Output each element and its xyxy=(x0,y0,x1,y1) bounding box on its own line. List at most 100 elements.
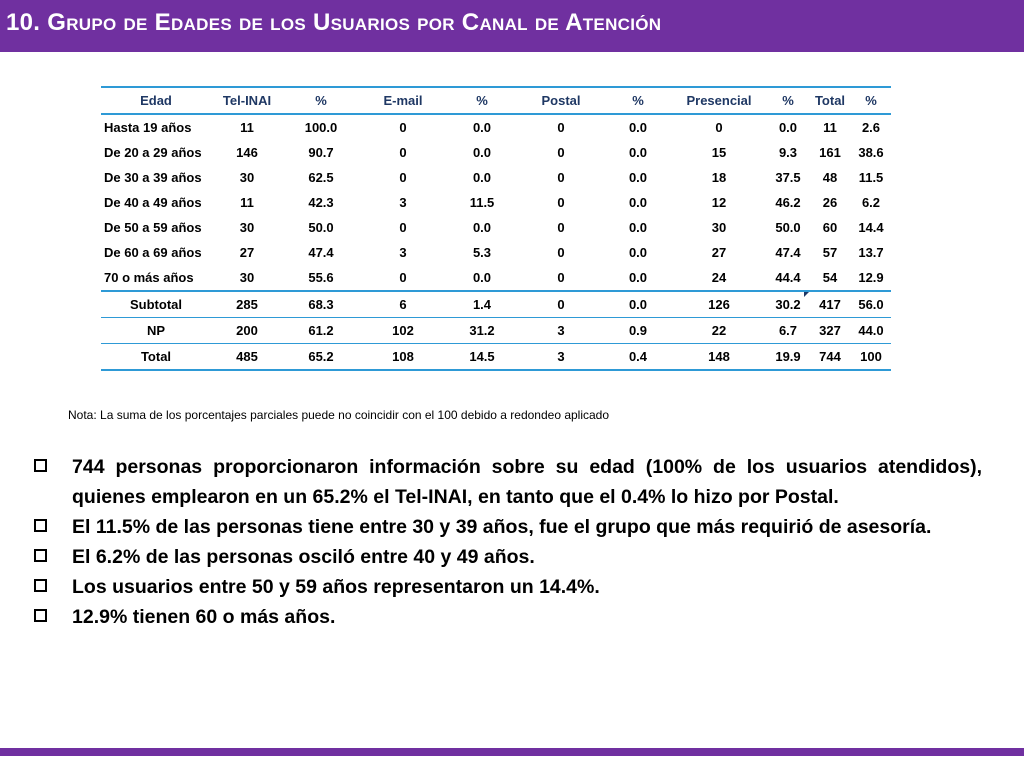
table-cell: 68.3 xyxy=(283,290,359,318)
table-cell: 0.0 xyxy=(472,220,492,235)
table-cell: 13.7 xyxy=(858,245,884,260)
table-cell: 50.0 xyxy=(775,220,801,235)
table-cell: 0.0 xyxy=(628,170,648,185)
table-cell: 6.7 xyxy=(767,317,809,344)
table-cell: 744 xyxy=(809,343,851,371)
table-cell: 0.0 xyxy=(628,270,648,285)
table-cell: 0.0 xyxy=(628,195,648,210)
table-cell: 0 xyxy=(399,170,407,185)
checkbox-bullet-icon xyxy=(34,609,47,622)
table-cell: 148 xyxy=(671,343,767,371)
table-cell: 27 xyxy=(711,245,727,260)
table-cell: 0 xyxy=(557,170,565,185)
title-bar: 10. Grupo de Edades de los Usuarios por … xyxy=(0,0,1024,52)
bottom-bar xyxy=(0,748,1024,756)
row-label-cell: Subtotal xyxy=(101,290,211,318)
table-cell: 50.0 xyxy=(308,220,334,235)
table-cell: 90.7 xyxy=(308,145,334,160)
table-cell: 0.0 xyxy=(628,120,648,135)
checkbox-bullet-icon xyxy=(34,549,47,562)
table-cell: 1.4 xyxy=(447,290,517,318)
table-cell: 60 xyxy=(822,220,838,235)
table-cell: 56.0 xyxy=(851,290,891,318)
table-cell: 0.0 xyxy=(628,145,648,160)
bullet-text: Los usuarios entre 50 y 59 años represen… xyxy=(72,576,600,598)
column-header: Postal xyxy=(517,87,605,115)
table-cell: 30 xyxy=(239,170,255,185)
table-cell: 100 xyxy=(851,343,891,371)
table-cell: 0 xyxy=(557,145,565,160)
table-cell: 0 xyxy=(557,245,565,260)
table-cell: 3 xyxy=(517,343,605,371)
list-item: El 11.5% de las personas tiene entre 30 … xyxy=(32,512,982,542)
table-cell: 3 xyxy=(517,317,605,344)
table-cell: 11 xyxy=(240,120,254,135)
checkbox-bullet-icon xyxy=(34,579,47,592)
table-cell: 0.0 xyxy=(628,245,648,260)
table-cell: 417 xyxy=(809,290,851,318)
checkbox-bullet-icon xyxy=(34,519,47,532)
row-label-cell: Total xyxy=(101,343,211,371)
table-cell: 100.0 xyxy=(304,120,338,135)
row-label-cell: 70 o más años xyxy=(104,270,194,285)
table-cell: 62.5 xyxy=(308,170,334,185)
table-cell: 0 xyxy=(557,195,565,210)
bullet-text: 12.9% tienen 60 o más años. xyxy=(72,606,336,628)
table-cell: 6 xyxy=(359,290,447,318)
column-header: % xyxy=(767,87,809,115)
bullet-text: El 11.5% de las personas tiene entre 30 … xyxy=(72,516,932,538)
table-cell: 61.2 xyxy=(283,317,359,344)
table-row: De 20 a 29 años 146 90.7 0 0.0 0 0.0 15 9.3 161 38… xyxy=(101,140,891,165)
table-cell: 11.5 xyxy=(469,195,495,210)
table-cell: 46.2 xyxy=(775,195,801,210)
table-cell: 19.9 xyxy=(767,343,809,371)
table-cell: 0.9 xyxy=(605,317,671,344)
table-cell: 0.4 xyxy=(605,343,671,371)
table-row: Subtotal 285 68.3 6 1.4 0 0.0 126 30.2 417 56.0 xyxy=(101,290,891,318)
column-header: % xyxy=(447,87,517,115)
table-cell: 14.4 xyxy=(858,220,884,235)
table-cell: 0 xyxy=(399,120,407,135)
table-row: 70 o más años 30 55.6 0 0.0 0 0.0 24 44.4 54 12.9 xyxy=(101,265,891,291)
table-cell: 11 xyxy=(240,195,254,210)
table-cell: 0.0 xyxy=(628,220,648,235)
table-cell: 0 xyxy=(399,220,407,235)
table-row: NP 200 61.2 102 31.2 3 0.9 22 6.7 327 44.0 xyxy=(101,317,891,344)
table-cell: 0.0 xyxy=(778,120,798,135)
age-channel-table-container: Edad Tel-INAI % E-mail % Postal % Presen… xyxy=(101,86,891,371)
table-cell: 30.2 xyxy=(767,290,809,318)
table-row: De 40 a 49 años 11 42.3 3 11.5 0 0.0 12 46.2 26 6.… xyxy=(101,190,891,215)
row-label-cell: Hasta 19 años xyxy=(104,120,192,135)
table-cell: 31.2 xyxy=(447,317,517,344)
table-body: Hasta 19 años 11 100.0 0 0.0 0 0.0 0 0.0 11 2.6 De … xyxy=(101,114,891,371)
table-cell: 0 xyxy=(399,270,407,285)
table-cell: 47.4 xyxy=(775,245,801,260)
table-header-row: Edad Tel-INAI % E-mail % Postal % Presen… xyxy=(101,87,891,115)
checkbox-bullet-icon xyxy=(34,459,47,472)
table-cell: 27 xyxy=(239,245,255,260)
table-cell: 0.0 xyxy=(472,120,492,135)
row-label-cell: NP xyxy=(101,317,211,344)
table-cell: 0.0 xyxy=(472,145,492,160)
table-cell: 37.5 xyxy=(775,170,801,185)
table-cell: 22 xyxy=(671,317,767,344)
table-cell: 54 xyxy=(822,270,838,285)
table-cell: 11.5 xyxy=(858,170,884,185)
list-item: Los usuarios entre 50 y 59 años represen… xyxy=(32,572,982,602)
column-header: Presencial xyxy=(671,87,767,115)
table-cell: 5.3 xyxy=(472,245,492,260)
table-cell: 0.0 xyxy=(605,290,671,318)
table-cell: 47.4 xyxy=(308,245,334,260)
table-cell: 9.3 xyxy=(778,145,798,160)
table-cell: 24 xyxy=(711,270,727,285)
table-cell: 18 xyxy=(711,170,727,185)
cell-marker-icon xyxy=(804,292,809,297)
table-cell: 15 xyxy=(711,145,727,160)
bullet-text: El 6.2% de las personas osciló entre 40 … xyxy=(72,546,535,568)
table-cell: 0 xyxy=(557,270,565,285)
table-cell: 3 xyxy=(399,195,407,210)
table-cell: 30 xyxy=(239,220,255,235)
summary-bullets: 744 personas proporcionaron información … xyxy=(32,452,982,632)
row-label-cell: De 20 a 29 años xyxy=(104,145,202,160)
table-cell: 26 xyxy=(822,195,838,210)
